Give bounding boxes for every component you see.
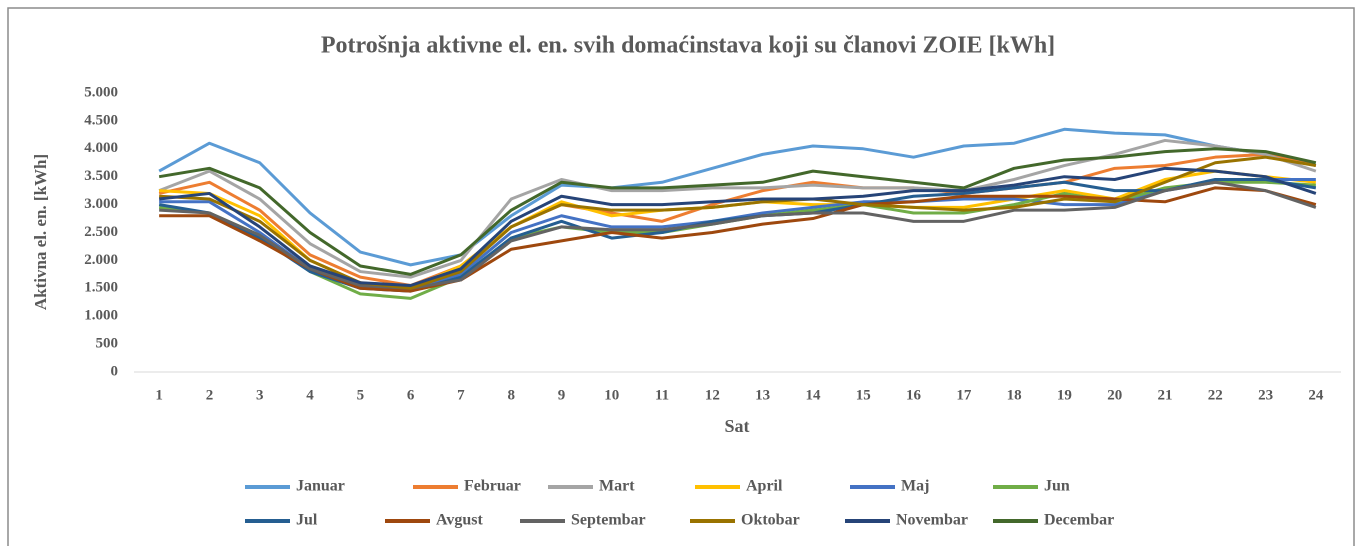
y-tick-label: 2.500 (84, 224, 118, 240)
x-tick-label: 14 (805, 387, 821, 403)
x-tick-label: 6 (407, 387, 415, 403)
series-line (158, 127, 1317, 267)
legend-label: Jun (1044, 478, 1070, 495)
y-tick-label: 3.500 (84, 168, 118, 184)
series-line (159, 155, 1317, 290)
x-tick-label: 3 (256, 387, 264, 403)
chart-title: Potrošnja aktivne el. en. svih domaćinst… (321, 33, 1055, 59)
legend-label: Januar (296, 478, 345, 495)
y-tick-label: 4.500 (84, 112, 118, 128)
x-tick-label: 1 (155, 387, 163, 403)
y-tick-label: 2.000 (84, 252, 118, 268)
x-tick-label: 17 (956, 387, 972, 403)
y-tick-label: 3.000 (84, 196, 118, 212)
y-tick-label: 1.000 (84, 308, 118, 324)
legend-label: Septembar (571, 512, 646, 529)
x-tick-label: 10 (604, 387, 619, 403)
x-tick-label: 9 (558, 387, 566, 403)
legend-label: Oktobar (741, 512, 800, 529)
y-tick-label: 1.500 (84, 280, 118, 296)
x-tick-label: 15 (856, 387, 871, 403)
legend-label: April (746, 478, 783, 495)
x-tick-label: 19 (1057, 387, 1072, 403)
x-tick-label: 11 (655, 387, 669, 403)
chart-border (7, 7, 1355, 551)
y-tick-label: 0 (111, 363, 119, 379)
x-tick-label: 5 (357, 387, 365, 403)
x-tick-label: 22 (1208, 387, 1223, 403)
x-tick-label: 20 (1107, 387, 1122, 403)
legend-label: Avgust (436, 512, 483, 529)
y-tick-label: 4.000 (84, 140, 118, 156)
legend-label: Maj (901, 478, 929, 495)
x-axis-label: Sat (724, 416, 749, 436)
x-tick-label: 4 (306, 387, 314, 403)
series-line (158, 147, 1317, 276)
x-tick-label: 2 (206, 387, 214, 403)
y-tick-label: 500 (96, 336, 119, 352)
x-tick-label: 24 (1308, 387, 1324, 403)
x-tick-label: 13 (755, 387, 770, 403)
x-tick-label: 23 (1258, 387, 1273, 403)
series-line (158, 152, 1317, 288)
series-line (158, 138, 1317, 279)
x-tick-label: 7 (457, 387, 465, 403)
x-tick-label: 21 (1157, 387, 1172, 403)
series-line (159, 180, 1317, 290)
y-axis-label: Aktivna el. en. [kWh] (31, 154, 50, 310)
legend-label: Februar (464, 478, 521, 495)
x-tick-label: 16 (906, 387, 922, 403)
x-tick-label: 12 (705, 387, 720, 403)
legend-label: Decembar (1044, 512, 1114, 529)
x-tick-label: 8 (507, 387, 515, 403)
legend-label: Novembar (896, 512, 968, 529)
legend-label: Mart (599, 478, 635, 495)
y-tick-label: 5.000 (84, 84, 118, 100)
x-tick-label: 18 (1007, 387, 1022, 403)
series-line (158, 166, 1317, 288)
legend-label: Jul (296, 512, 318, 529)
